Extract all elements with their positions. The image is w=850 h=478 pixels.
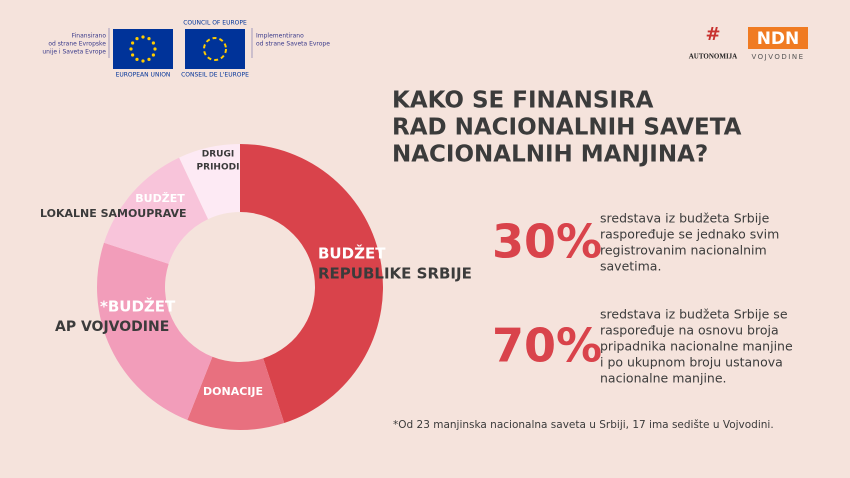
eu-label: EUROPEAN UNION	[116, 72, 171, 79]
stat-text: raspoređuje se jednako svim	[600, 227, 779, 242]
segment-label: PRIHODI	[197, 163, 240, 173]
star	[131, 53, 135, 57]
funded-line: unije i Saveta Evrope	[42, 49, 106, 56]
stat-text: raspoređuje na osnovu broja	[600, 323, 779, 338]
coe-emblem	[203, 37, 227, 61]
star	[151, 41, 155, 45]
funded-line: od strane Evropske	[48, 41, 106, 48]
star	[147, 57, 151, 61]
title: KAKO SE FINANSIRA RAD NACIONALNIH SAVETA…	[392, 88, 742, 168]
eu-flag	[113, 29, 173, 69]
segment-label: DRUGI	[202, 150, 234, 160]
segment-label: REPUBLIKE SRBIJE	[318, 265, 472, 283]
eu-stars	[129, 35, 157, 63]
funded-note: Finansirano od strane Evropske unije i S…	[42, 33, 106, 56]
star	[153, 47, 157, 51]
implemented-line: Implementirano	[256, 33, 304, 40]
stat-text: i po ukupnom broju ustanova	[600, 355, 783, 370]
ndn-sub: VOJVODINE	[751, 53, 804, 61]
donut-segment	[103, 157, 209, 264]
segment-label: AP VOJVODINE	[55, 319, 169, 335]
funded-line: Finansirano	[72, 33, 107, 40]
ndn-box	[748, 27, 808, 49]
donut-segment	[97, 242, 213, 420]
segment-label: LOKALNE SAMOUPRAVE	[40, 207, 187, 220]
stat-text: savetima.	[600, 259, 661, 274]
stat-text: pripadnika nacionalne manjine	[600, 339, 793, 354]
title-line: KAKO SE FINANSIRA	[392, 88, 654, 114]
star	[141, 35, 145, 39]
autonomija-icon: #	[705, 24, 720, 45]
segment-label: *BUDŽET	[100, 297, 176, 316]
star	[135, 57, 139, 61]
segment-label: BUDŽET	[135, 192, 185, 205]
stat-figure: 70%	[492, 319, 602, 373]
coe-label: COUNCIL OF EUROPE	[183, 20, 247, 27]
star	[131, 41, 135, 45]
segment-label: BUDŽET	[318, 244, 386, 263]
star	[141, 59, 145, 63]
star	[147, 37, 151, 41]
stat-figure: 30%	[492, 215, 602, 269]
star	[135, 37, 139, 41]
star	[151, 53, 155, 57]
donut-chart: BUDŽET REPUBLIKE SRBIJE DONACIJE *BUDŽET AP …	[40, 144, 472, 430]
star	[129, 47, 133, 51]
segment-label: DONACIJE	[203, 385, 263, 398]
coe-flag	[185, 29, 245, 69]
ndn-label: NDN	[757, 29, 800, 49]
title-line: RAD NACIONALNIH SAVETA	[392, 115, 742, 141]
stat-text: nacionalne manjine.	[600, 371, 727, 386]
footnote: *Od 23 manjinska nacionalna saveta u Srb…	[393, 419, 774, 431]
stat-text: sredstava iz budžeta Srbije	[600, 211, 770, 226]
donut-segment	[187, 356, 285, 430]
stat-text: sredstava iz budžeta Srbije se	[600, 307, 788, 322]
autonomija-label: AUTONOMIJA	[689, 53, 737, 61]
stat-text: registrovanim nacionalnim	[600, 243, 767, 258]
implemented-line: od strane Saveta Evrope	[256, 41, 330, 48]
coe-label: CONSEIL DE L'EUROPE	[181, 72, 249, 79]
donut-segment	[240, 144, 383, 424]
stats: 30%sredstava iz budžeta Srbijeraspoređuj…	[492, 211, 793, 386]
title-line: NACIONALNIH MANJINA?	[392, 142, 708, 168]
donut-segment	[179, 144, 240, 220]
